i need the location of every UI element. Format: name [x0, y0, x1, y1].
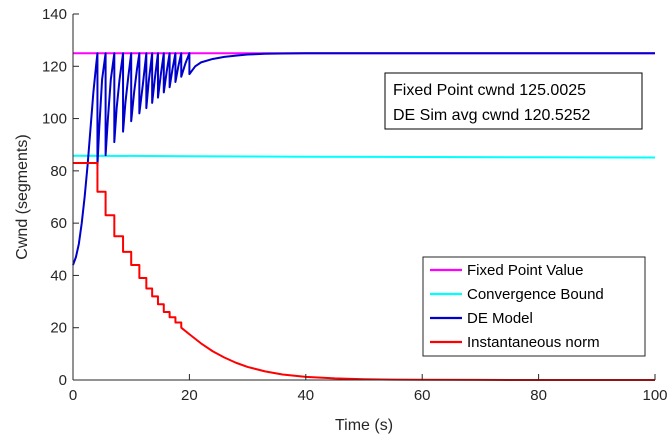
series-line-de-model [72, 52, 655, 266]
y-tick-label: 140 [42, 6, 67, 23]
y-tick-label: 60 [50, 215, 67, 232]
annotation-line-2: DE Sim avg cwnd 120.5252 [393, 107, 591, 124]
y-tick-label: 120 [42, 58, 67, 75]
legend-label-fixed-point: Fixed Point Value [467, 262, 583, 279]
legend: Fixed Point Value Convergence Bound DE M… [422, 256, 646, 357]
annotation-line-1: Fixed Point cwnd 125.0025 [393, 82, 586, 99]
y-tick-label: 100 [42, 111, 67, 128]
x-tick-label: 0 [69, 387, 77, 404]
x-tick-label: 60 [414, 387, 431, 404]
legend-label-de-model: DE Model [467, 310, 533, 327]
y-tick-label: 80 [50, 163, 67, 180]
y-tick-label: 20 [50, 320, 67, 337]
y-tick-label: 40 [50, 267, 67, 284]
x-tick-label: 80 [530, 387, 547, 404]
legend-label-convergence-bound: Convergence Bound [467, 286, 604, 303]
axes-layer [72, 14, 655, 381]
legend-frame [422, 256, 646, 357]
legend-label-instantaneous-norm: Instantaneous norm [467, 334, 600, 351]
annotation-box: Fixed Point cwnd 125.0025 DE Sim avg cwn… [384, 72, 643, 130]
x-axis-label: Time (s) [335, 417, 393, 434]
x-tick-label: 20 [181, 387, 198, 404]
x-tick-label: 40 [297, 387, 314, 404]
annotation-frame [384, 72, 643, 130]
ticks-layer: 0 20 40 60 80 100 0 20 40 60 80 100 120 140 [42, 6, 668, 404]
series-line-convergence-bound [72, 154, 656, 159]
x-tick-label: 100 [642, 387, 667, 404]
y-axis-label: Cwnd (segments) [14, 134, 31, 259]
y-tick-label: 0 [59, 372, 67, 389]
